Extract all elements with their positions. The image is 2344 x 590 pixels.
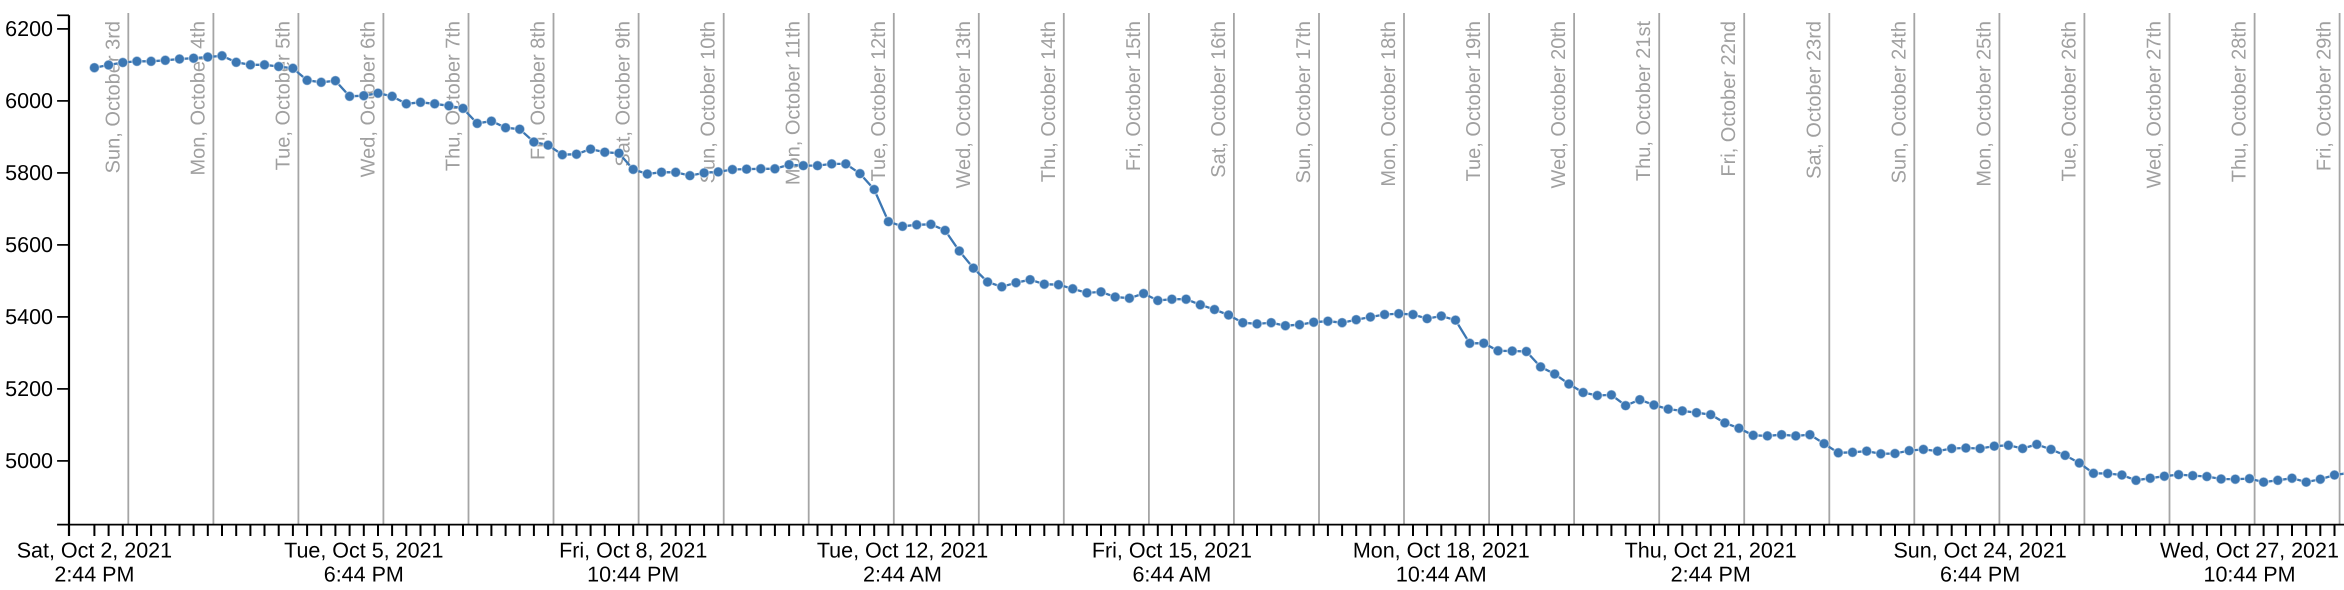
svg-text:Wed, October 6th: Wed, October 6th	[357, 21, 379, 177]
svg-text:Sat, October 9th: Sat, October 9th	[613, 21, 635, 167]
svg-text:10:44 PM: 10:44 PM	[2203, 563, 2295, 587]
svg-text:Sun, October 17th: Sun, October 17th	[1293, 21, 1315, 183]
svg-text:Fri, Oct 8, 2021: Fri, Oct 8, 2021	[559, 539, 707, 563]
svg-text:Thu, Oct 21, 2021: Thu, Oct 21, 2021	[1625, 539, 1797, 563]
svg-text:Fri, October 15th: Fri, October 15th	[1123, 21, 1145, 171]
svg-text:Mon, Oct 18, 2021: Mon, Oct 18, 2021	[1353, 539, 1530, 563]
svg-text:Sat, October 16th: Sat, October 16th	[1208, 21, 1230, 178]
svg-text:Tue, Oct 5, 2021: Tue, Oct 5, 2021	[284, 539, 443, 563]
svg-text:Wed, October 20th: Wed, October 20th	[1548, 21, 1570, 189]
svg-text:10:44 PM: 10:44 PM	[587, 563, 679, 587]
svg-text:Sun, October 10th: Sun, October 10th	[698, 21, 720, 183]
svg-text:Mon, October 18th: Mon, October 18th	[1378, 21, 1400, 187]
svg-text:Thu, October 28th: Thu, October 28th	[2229, 21, 2251, 182]
svg-text:10:44 AM: 10:44 AM	[1396, 563, 1487, 587]
svg-text:Wed, Oct 27, 2021: Wed, Oct 27, 2021	[2160, 539, 2339, 563]
svg-text:6:44 AM: 6:44 AM	[1132, 563, 1211, 587]
svg-text:Wed, October 27th: Wed, October 27th	[2144, 21, 2166, 189]
svg-text:5400: 5400	[5, 305, 53, 329]
svg-text:Tue, October 19th: Tue, October 19th	[1463, 21, 1485, 181]
svg-text:Wed, October 13th: Wed, October 13th	[953, 21, 975, 189]
svg-text:5800: 5800	[5, 161, 53, 185]
svg-text:Thu, October 7th: Thu, October 7th	[443, 21, 465, 171]
svg-text:Tue, October 26th: Tue, October 26th	[2058, 21, 2080, 181]
svg-text:Thu, October 21st: Thu, October 21st	[1633, 21, 1655, 182]
svg-text:Tue, October 5th: Tue, October 5th	[272, 21, 294, 170]
svg-text:Mon, October 4th: Mon, October 4th	[187, 21, 209, 176]
svg-text:Thu, October 14th: Thu, October 14th	[1038, 21, 1060, 182]
svg-text:6:44 PM: 6:44 PM	[1940, 563, 2020, 587]
svg-text:Tue, Oct 12, 2021: Tue, Oct 12, 2021	[817, 539, 988, 563]
svg-text:Sun, October 3rd: Sun, October 3rd	[102, 21, 124, 173]
svg-text:5000: 5000	[5, 449, 53, 473]
svg-text:6:44 PM: 6:44 PM	[324, 563, 404, 587]
svg-text:2:44 PM: 2:44 PM	[1671, 563, 1751, 587]
svg-text:5200: 5200	[5, 377, 53, 401]
svg-text:Sun, October 24th: Sun, October 24th	[1888, 21, 1910, 183]
svg-text:5600: 5600	[5, 233, 53, 257]
svg-text:Mon, October 25th: Mon, October 25th	[1973, 21, 1995, 187]
svg-text:Sat, October 23rd: Sat, October 23rd	[1803, 21, 1825, 179]
svg-text:2:44 PM: 2:44 PM	[54, 563, 134, 587]
svg-text:2:44 AM: 2:44 AM	[863, 563, 942, 587]
svg-text:Fri, October 22nd: Fri, October 22nd	[1718, 21, 1740, 177]
svg-text:Sun, Oct 24, 2021: Sun, Oct 24, 2021	[1893, 539, 2066, 563]
svg-text:Sat, Oct 2, 2021: Sat, Oct 2, 2021	[17, 539, 172, 563]
svg-text:Mon, October 11th: Mon, October 11th	[783, 21, 805, 185]
svg-text:Tue, October 12th: Tue, October 12th	[868, 21, 890, 181]
svg-text:6200: 6200	[5, 17, 53, 41]
svg-text:6000: 6000	[5, 89, 53, 113]
svg-text:Fri, October 8th: Fri, October 8th	[528, 21, 550, 160]
svg-text:Fri, Oct 15, 2021: Fri, Oct 15, 2021	[1092, 539, 1252, 563]
svg-text:Fri, October 29th: Fri, October 29th	[2314, 21, 2336, 171]
